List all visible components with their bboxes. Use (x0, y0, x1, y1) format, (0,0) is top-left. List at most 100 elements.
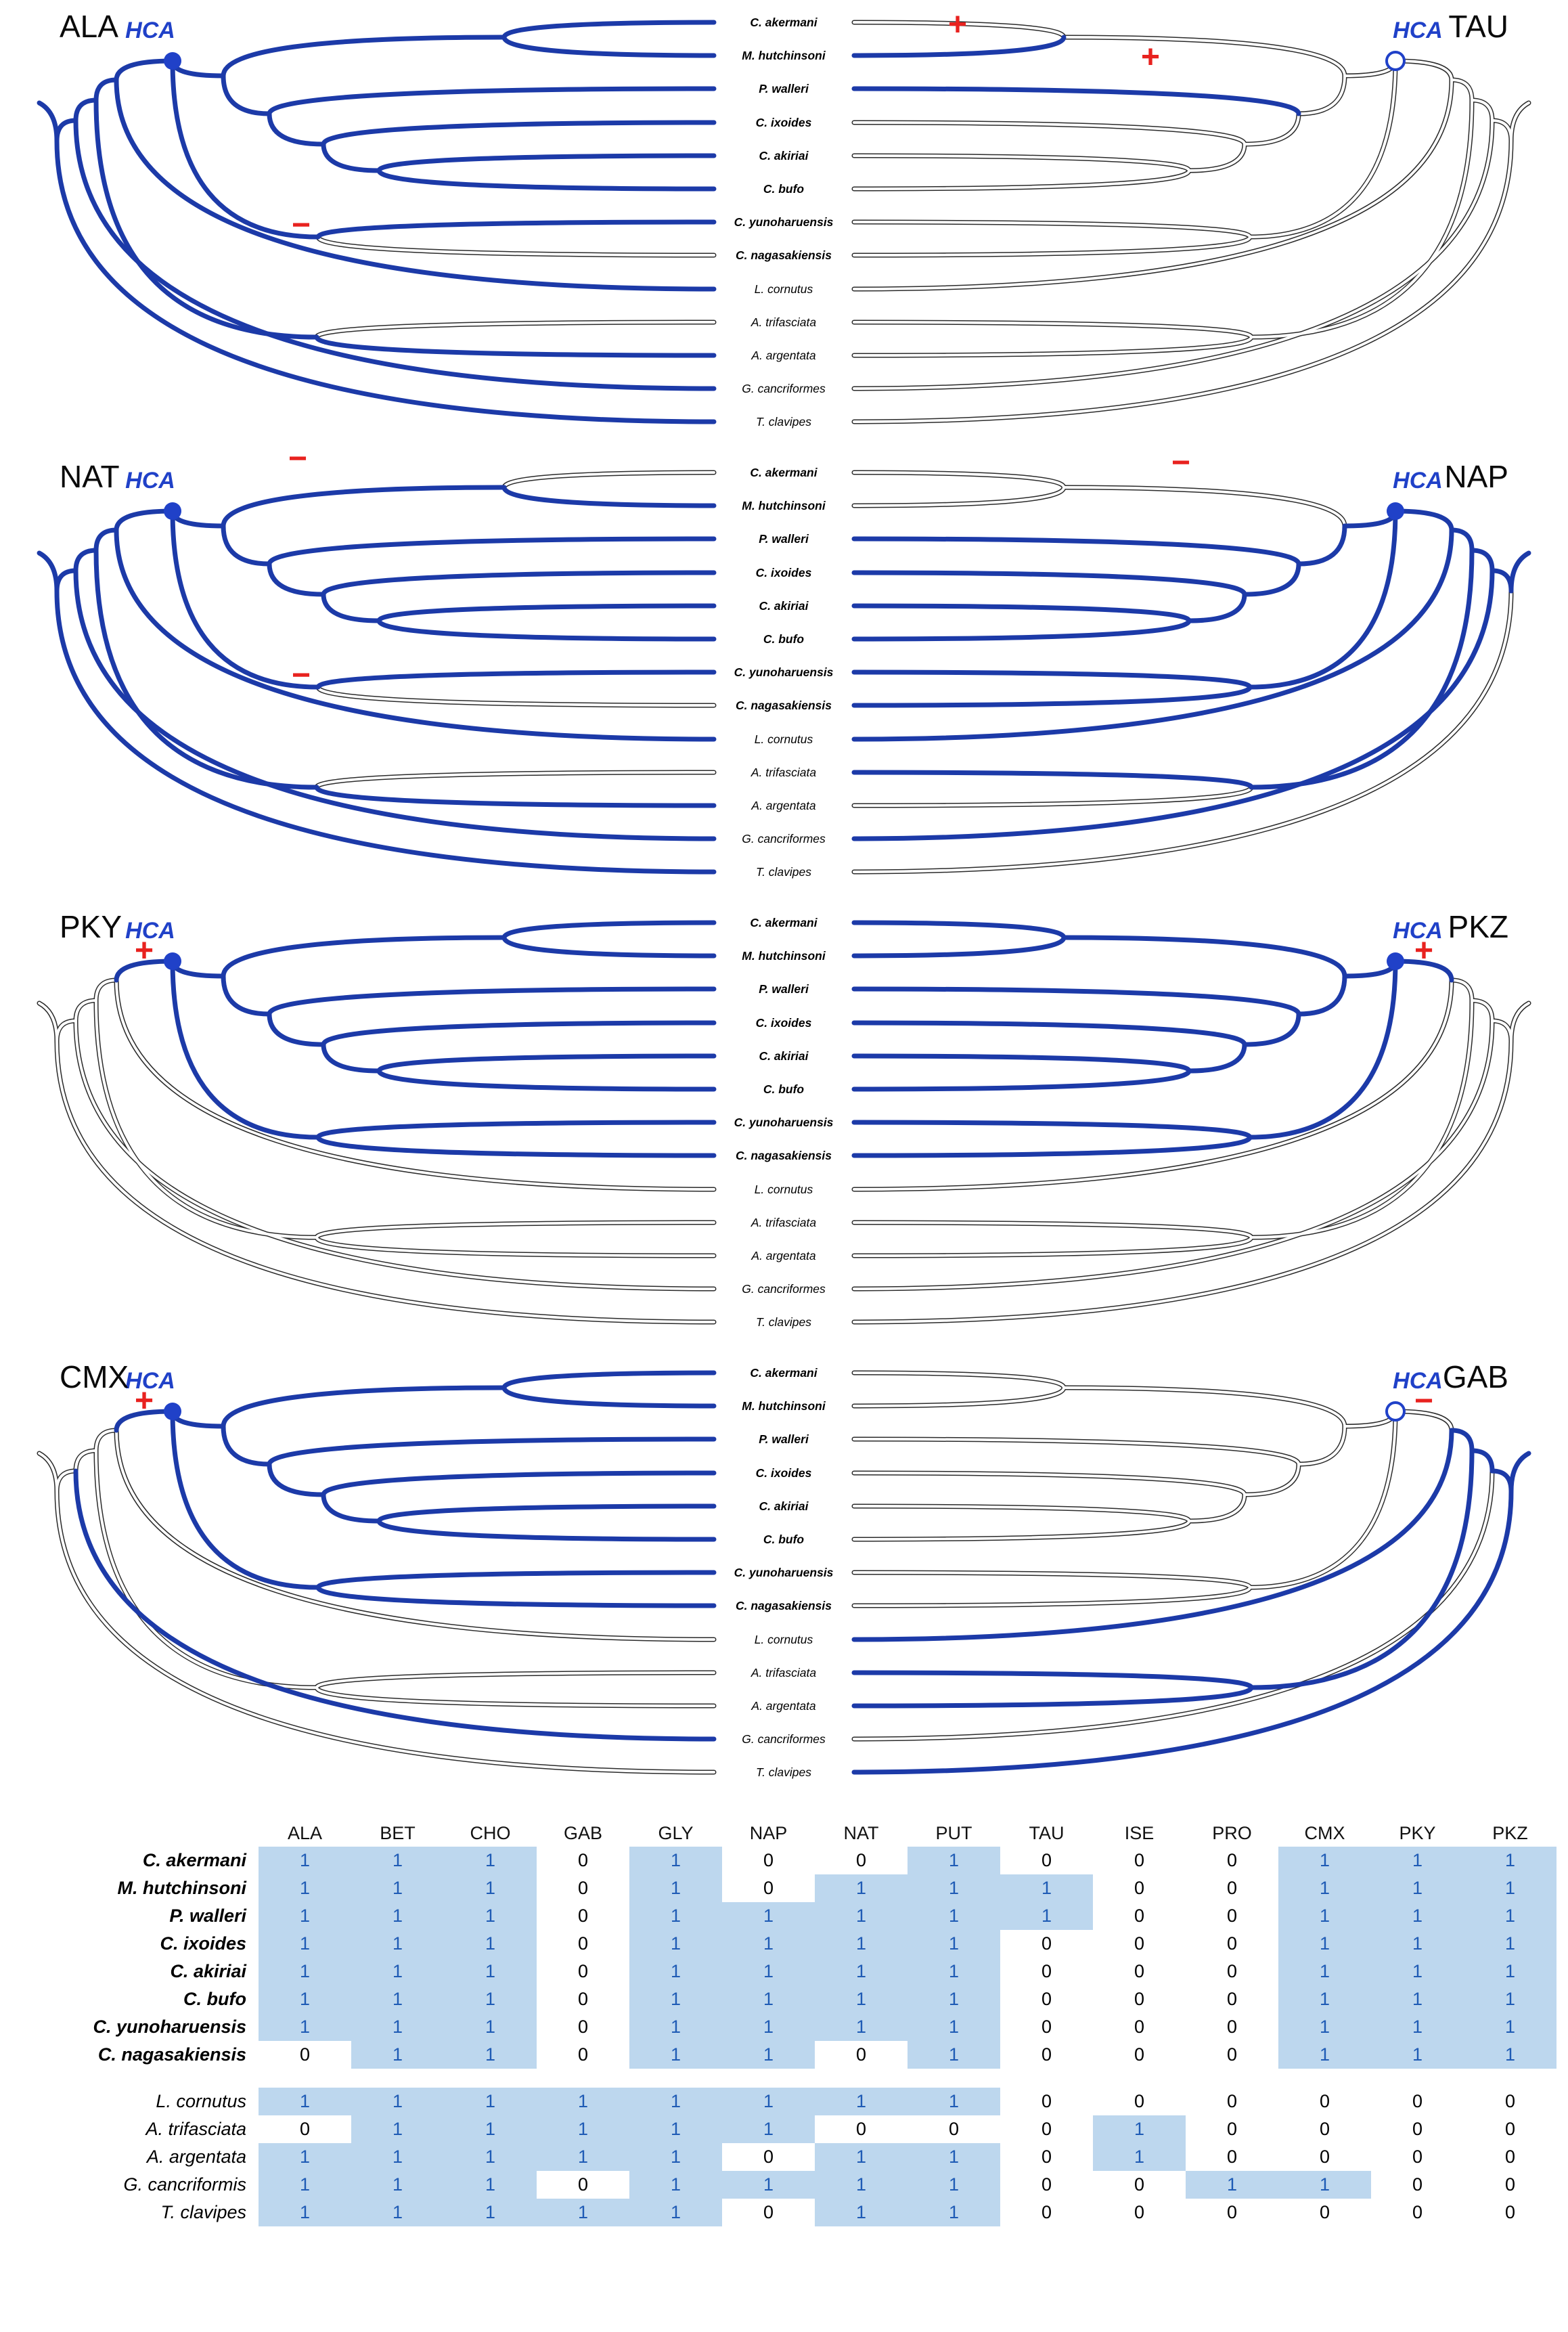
branch-AKEHUT-present (221, 935, 507, 979)
matrix-cell-NAP: 1 (722, 1958, 815, 1985)
branch-YUNNAG (1249, 60, 1397, 238)
table-row: T. clavipes 1 1 1 1 1 0 1 1 0 0 0 0 0 0 (8, 2199, 1568, 2226)
branch-N2-present (73, 548, 99, 573)
phylogeny-panels: HCA ALA − HCA TAU + + C. akermani M. hutchinsoni… (37, 7, 1531, 1779)
branch-AKIBUF (1188, 1493, 1246, 1522)
species-label-buf: C. bufo (763, 1082, 805, 1096)
col-header-CMX: CMX (1304, 1822, 1345, 1843)
branch-arg (853, 1236, 1253, 1257)
matrix-cell-BET: 1 (351, 1958, 444, 1985)
branch-hut-present (501, 935, 717, 959)
branch-WALC-outline (1296, 73, 1347, 116)
species-label-ake: C. akermani (750, 1366, 817, 1380)
matrix-cell-GLY: 1 (629, 1985, 722, 2013)
species-label-can: G. cancriformes (742, 382, 826, 395)
branch-AKIBUF-present (1186, 1042, 1247, 1074)
branch-can-present (73, 118, 717, 391)
matrix-cell-PUT: 1 (908, 1985, 1000, 2013)
matrix-cell-PUT: 1 (908, 1902, 1000, 1930)
branch-WALC-present (221, 973, 272, 1017)
species-label-hut: M. hutchinsoni (742, 949, 826, 963)
branch-can (853, 1470, 1494, 1740)
branch-YUNNAG-present (1247, 508, 1398, 690)
branch-HCA8-present (114, 508, 175, 533)
matrix-cell-PRO: 0 (1186, 2013, 1278, 2041)
branch-HCA8-present (114, 959, 175, 983)
matrix-cell-PKZ: 1 (1464, 2013, 1556, 2041)
matrix-cell-GAB: 0 (537, 1902, 629, 1930)
matrix-cell-ALA: 1 (259, 1847, 351, 1874)
matrix-cell-PKY: 1 (1371, 1985, 1464, 2013)
matrix-cell-ALA: 1 (259, 1874, 351, 1902)
table-row: M. hutchinsoni 1 1 1 0 1 0 1 1 1 0 0 1 1 1 (8, 1874, 1568, 1902)
branch-cla (55, 1490, 715, 1774)
matrix-cell-GAB: 1 (537, 2143, 629, 2171)
table-row: P. walleri 1 1 1 0 1 1 1 1 1 0 0 1 1 1 (8, 1902, 1568, 1930)
matrix-cell-TAU: 0 (1000, 2115, 1093, 2143)
matrix-cell-GLY: 1 (629, 2088, 722, 2115)
matrix-cell-ALA: 1 (259, 1985, 351, 2013)
matrix-cell-PUT: 1 (908, 2013, 1000, 2041)
branch-buf (853, 169, 1190, 190)
hca-node-marker-open (1385, 1401, 1406, 1422)
branch-N2 (74, 1449, 97, 1472)
branch-AKEHUT-present (221, 35, 507, 79)
matrix-cell-PUT: 1 (908, 1847, 1000, 1874)
branch-cor-present (114, 77, 717, 292)
loss-sign: − (288, 450, 307, 477)
hca-label: HCA (125, 18, 175, 43)
matrix-cell-CMX: 0 (1278, 2143, 1371, 2171)
matrix-cell-BET: 1 (351, 1847, 444, 1874)
matrix-cell-PRO: 0 (1186, 2143, 1278, 2171)
branch-cor-outline (851, 77, 1454, 292)
branch-HCA8-present (114, 58, 175, 83)
table-row: C. bufo 1 1 1 0 1 1 1 1 0 0 0 1 1 1 (8, 1985, 1568, 2013)
matrix-cell-NAT: 1 (815, 2171, 908, 2199)
branch-aki-present (376, 603, 717, 623)
branch-ixo (853, 121, 1246, 146)
matrix-cell-PKY: 0 (1371, 2171, 1464, 2199)
branch-buf-present (851, 618, 1192, 642)
matrix-cell-CHO: 1 (444, 2115, 537, 2143)
matrix-cell-PRO: 0 (1186, 1874, 1278, 1902)
branch-tri-present (851, 1670, 1254, 1690)
branch-N2 (74, 999, 97, 1022)
matrix-cell-BET: 1 (351, 1985, 444, 2013)
row-label: P. walleri (169, 1906, 246, 1926)
species-label-nag: C. nagasakiensis (736, 1599, 832, 1612)
row-label: C. ixoides (160, 1933, 246, 1954)
branch-hut-present (501, 35, 717, 58)
species-label-arg: A. argentata (751, 349, 816, 362)
hca-node-marker-filled (1387, 952, 1404, 970)
branch-arg (853, 786, 1253, 807)
branch-hut-present (501, 1385, 717, 1409)
matrix-cell-CHO: 1 (444, 1874, 537, 1902)
matrix-cell-PKY: 0 (1371, 2115, 1464, 2143)
species-label-nag: C. nagasakiensis (736, 699, 832, 712)
branch-can-present (73, 1468, 717, 1742)
matrix-cell-BET: 1 (351, 1874, 444, 1902)
branch-ake-present (501, 20, 717, 40)
species-label-ake: C. akermani (750, 16, 817, 29)
matrix-cell-GAB: 0 (537, 2041, 629, 2069)
branch-AKEHUT-outline (1061, 485, 1347, 529)
matrix-cell-ISE: 0 (1093, 1902, 1186, 1930)
species-label-nag: C. nagasakiensis (736, 1149, 832, 1162)
col-header-GAB: GAB (563, 1822, 603, 1843)
matrix-corner (8, 1820, 259, 1847)
branch-ixo-present (321, 570, 717, 597)
branch-N3-present (54, 568, 79, 594)
branch-wal-present (267, 1436, 717, 1467)
branch-AKEHUT (1062, 36, 1346, 77)
branch-buf-present (376, 1068, 717, 1092)
branch-cor-present (851, 527, 1454, 742)
species-label-can: G. cancriformes (742, 1732, 826, 1746)
branch-aki-present (376, 1503, 717, 1524)
matrix-cell-ALA: 1 (259, 1902, 351, 1930)
branch-AKEHUT-outline (1061, 1385, 1347, 1429)
row-label: T. clavipes (160, 2202, 246, 2222)
matrix-cell-CMX: 1 (1278, 2171, 1371, 2199)
matrix-cell-NAT: 1 (815, 2199, 908, 2226)
species-label-hut: M. hutchinsoni (742, 1399, 826, 1413)
